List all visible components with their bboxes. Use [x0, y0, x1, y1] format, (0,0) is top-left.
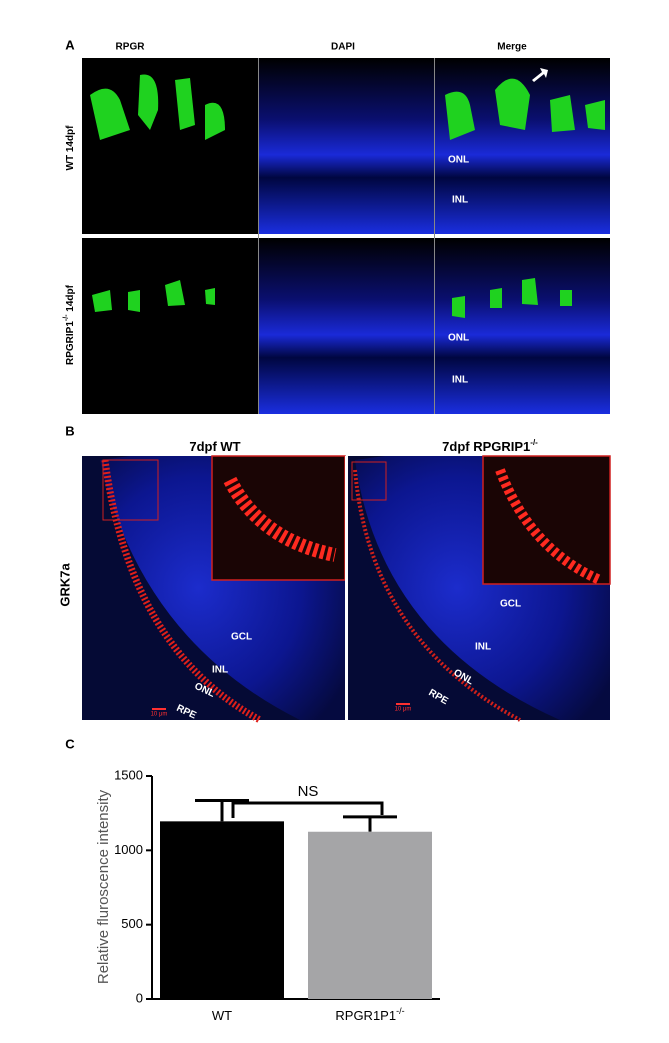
panel-label: C	[65, 736, 75, 751]
category-name: RPGR1P1	[335, 1008, 396, 1023]
layer-label: INL	[452, 195, 468, 206]
row-label: RPGRIP1-/- 14dpf	[63, 284, 76, 365]
column-header: Merge	[497, 42, 527, 53]
panel-title: 7dpf RPGRIP1-/-	[442, 438, 538, 454]
y-label: GRK7a	[57, 563, 72, 607]
x-tick-label: RPGR1P1-/-	[335, 1006, 404, 1023]
layer-label: ONL	[448, 333, 469, 344]
scale-label: 10 μm	[395, 707, 412, 713]
y-axis-label: Relative fluroscence intensity	[95, 789, 112, 984]
micrographs-b	[82, 455, 611, 724]
bar	[308, 831, 432, 999]
layer-label: INL	[475, 642, 491, 653]
layer-label: GCL	[500, 599, 521, 610]
row-label: WT 14dpf	[65, 125, 76, 171]
column-header: DAPI	[331, 42, 355, 53]
micrographs-a	[82, 58, 610, 414]
y-tick-label: 0	[136, 990, 143, 1005]
annotation: NS	[298, 783, 319, 800]
layer-label: ONL	[448, 155, 469, 166]
layer-label: GCL	[231, 632, 252, 643]
panel-label: A	[65, 37, 75, 52]
bar	[160, 821, 284, 999]
significance-bracket	[231, 801, 384, 818]
x-tick-label: WT	[212, 1008, 232, 1023]
layer-label: INL	[212, 665, 228, 676]
panel-label: B	[65, 423, 74, 438]
category-sup: -/-	[396, 1006, 405, 1016]
scale-label: 10 μm	[151, 712, 168, 718]
column-header: RPGR	[116, 42, 146, 53]
layer-label: INL	[452, 375, 468, 386]
panel-title: 7dpf WT	[189, 439, 240, 454]
y-tick-label: 1000	[114, 842, 143, 857]
y-tick-label: 1500	[114, 767, 143, 782]
category-name: WT	[212, 1008, 232, 1023]
y-tick-label: 500	[121, 916, 143, 931]
